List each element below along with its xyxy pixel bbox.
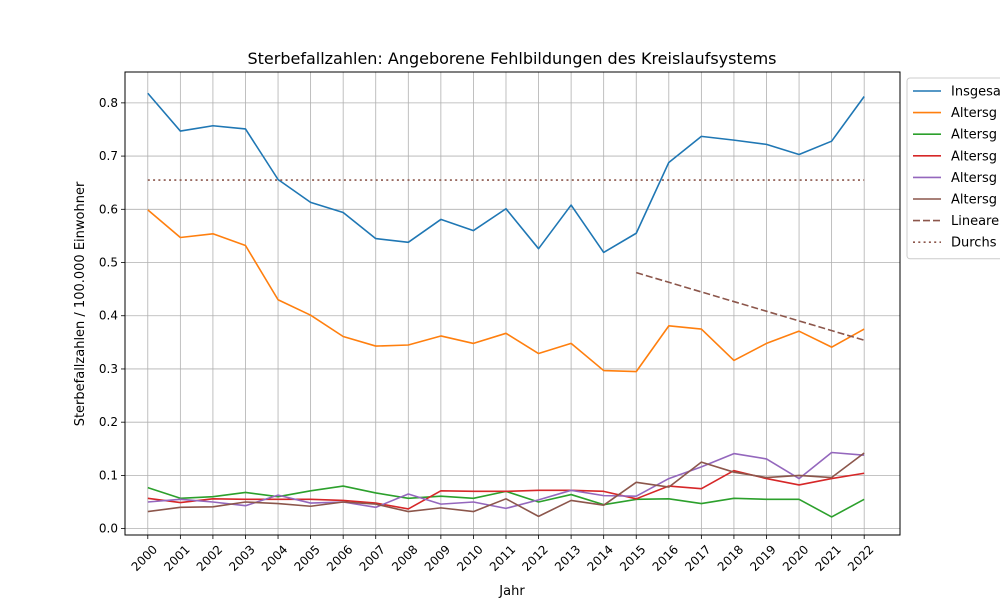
x-tick-label: 2008 [389,542,420,573]
x-tick-label: 2009 [422,542,453,573]
x-tick-label: 2022 [845,542,876,573]
legend-entry: Altersg [951,106,997,121]
y-tick-label: 0.3 [99,362,118,376]
x-tick-label: 2016 [650,542,681,573]
series-line-5 [147,452,865,518]
y-tick-label: 0.7 [99,149,118,163]
legend-entry: Durchs [951,236,997,251]
x-tick-label: 2002 [194,542,225,573]
grid [125,72,900,535]
legend-entry: Altersg [951,193,997,208]
y-tick-label: 0.8 [99,96,118,110]
x-tick-label: 2019 [747,542,778,573]
x-tick-label: 2015 [617,542,648,573]
x-axis-label: Jahr [498,584,525,599]
x-tick-label: 2017 [682,542,713,573]
x-tick-label: 2013 [552,542,583,573]
y-tick-label: 0.6 [99,202,118,216]
y-axis: 0.0 0.1 0.2 0.3 0.4 0.5 0.6 0.7 0.8 [99,96,125,536]
x-tick-label: 2005 [291,542,322,573]
y-tick-label: 0.0 [99,522,118,536]
x-tick-label: 2000 [129,542,160,573]
y-tick-label: 0.4 [99,309,118,323]
legend-entry: Altersg [951,149,997,164]
legend: Insgesa Altersg Altersg Altersg Altersg Alter… [906,77,1000,260]
x-tick-label: 2001 [161,542,192,573]
x-axis: 2000 2001 2002 2003 2004 2005 2006 2007 2008 2009… [129,535,877,574]
y-tick-label: 0.5 [99,256,118,270]
x-tick-label: 2014 [585,542,616,573]
x-tick-label: 2003 [226,542,257,573]
series-line-6 [636,271,865,341]
legend-entry: Altersg [951,128,997,143]
legend-entry: Lineare [951,214,999,229]
series-line-4 [147,451,865,510]
x-tick-label: 2006 [324,542,355,573]
legend-entry: Insgesa [951,85,1000,100]
x-tick-label: 2012 [519,542,550,573]
x-tick-label: 2011 [487,542,518,573]
y-tick-label: 0.2 [99,415,118,429]
x-tick-label: 2007 [357,542,388,573]
series-line-0 [147,92,865,254]
plot-frame [124,71,901,536]
legend-entry: Altersg [951,171,997,186]
x-tick-label: 2010 [454,542,485,573]
x-tick-label: 2020 [780,542,811,573]
y-tick-label: 0.1 [99,468,118,482]
legend-box [906,77,1000,260]
series-layer [147,92,865,518]
y-axis-label: Sterbefallzahlen / 100.000 Einwohner [73,181,88,426]
series-line-1 [147,209,865,373]
chart-title: Sterbefallzahlen: Angeborene Fehlbildung… [247,49,776,68]
x-tick-label: 2021 [812,542,843,573]
x-tick-label: 2004 [259,542,290,573]
x-tick-label: 2018 [715,542,746,573]
